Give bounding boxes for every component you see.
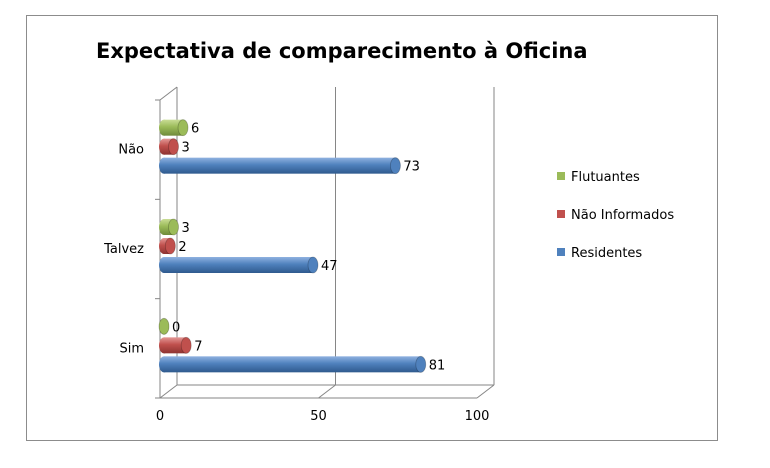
bar-end-cap bbox=[177, 119, 189, 137]
data-label: 7 bbox=[194, 339, 202, 354]
bar-start-cap bbox=[159, 119, 169, 136]
data-label: 73 bbox=[403, 160, 420, 175]
bar-body bbox=[164, 337, 187, 354]
legend-swatch bbox=[557, 248, 565, 256]
bar-body bbox=[164, 356, 421, 373]
floor-line bbox=[159, 384, 178, 399]
bar-body bbox=[164, 157, 396, 174]
value-tick-label: 50 bbox=[310, 409, 327, 424]
legend-item: Flutuantes bbox=[557, 170, 640, 185]
bar-end-cap bbox=[180, 336, 192, 354]
bar-residentes: 47 bbox=[159, 256, 338, 274]
bar-residentes: 73 bbox=[159, 157, 420, 175]
chart-legend: Flutuantes Não Informados Residentes bbox=[557, 170, 674, 261]
bar-end-cap bbox=[307, 256, 319, 274]
bar-body bbox=[164, 257, 313, 273]
bar-start-cap bbox=[159, 157, 169, 174]
legend-item: Não Informados bbox=[557, 208, 674, 223]
bar-flutuantes: 0 bbox=[158, 317, 180, 335]
category-label: Não bbox=[118, 143, 144, 158]
data-label: 2 bbox=[178, 240, 186, 255]
bar-end-cap bbox=[168, 138, 179, 156]
wall-edge bbox=[159, 86, 178, 101]
bar-flutuantes: 3 bbox=[159, 218, 190, 236]
category-label: Sim bbox=[119, 341, 144, 356]
category-label: Talvez bbox=[103, 242, 144, 257]
bar-start-cap bbox=[159, 356, 169, 373]
data-label: 0 bbox=[172, 320, 180, 335]
bar-start-cap bbox=[159, 138, 169, 155]
data-label: 47 bbox=[321, 259, 338, 274]
legend-swatch bbox=[557, 210, 565, 218]
bar-end-cap bbox=[415, 355, 427, 373]
data-label: 6 bbox=[191, 122, 199, 137]
bar-end-cap bbox=[390, 157, 401, 175]
bar-residentes: 81 bbox=[159, 355, 446, 373]
bar-end-cap bbox=[168, 218, 179, 236]
bar-nao-informados: 7 bbox=[159, 336, 202, 354]
bar-start-cap bbox=[159, 257, 169, 273]
bar-end-cap bbox=[164, 237, 176, 255]
legend-item: Residentes bbox=[557, 246, 642, 261]
data-label: 3 bbox=[182, 221, 190, 236]
chart-axes: Não Talvez Sim 0 50 100 bbox=[103, 86, 495, 424]
value-tick-label: 100 bbox=[465, 409, 490, 424]
data-label: 81 bbox=[429, 358, 446, 373]
legend-label: Residentes bbox=[571, 246, 642, 261]
legend-label: Flutuantes bbox=[571, 170, 640, 185]
value-tick-label: 0 bbox=[156, 409, 164, 424]
bar-start-cap bbox=[159, 337, 169, 354]
floor-line bbox=[318, 384, 336, 399]
legend-label: Não Informados bbox=[571, 208, 674, 223]
floor-line bbox=[476, 384, 495, 399]
bar-nao-informados: 2 bbox=[159, 237, 187, 255]
legend-swatch bbox=[557, 172, 565, 180]
bar-end-cap bbox=[158, 317, 170, 335]
bar-nao-informados: 3 bbox=[159, 138, 190, 156]
chart-title: Expectativa de comparecimento à Oficina bbox=[96, 39, 588, 63]
bar-body bbox=[164, 119, 184, 136]
bar-flutuantes: 6 bbox=[159, 119, 199, 137]
data-label: 3 bbox=[182, 141, 190, 156]
bar-start-cap bbox=[159, 219, 169, 235]
